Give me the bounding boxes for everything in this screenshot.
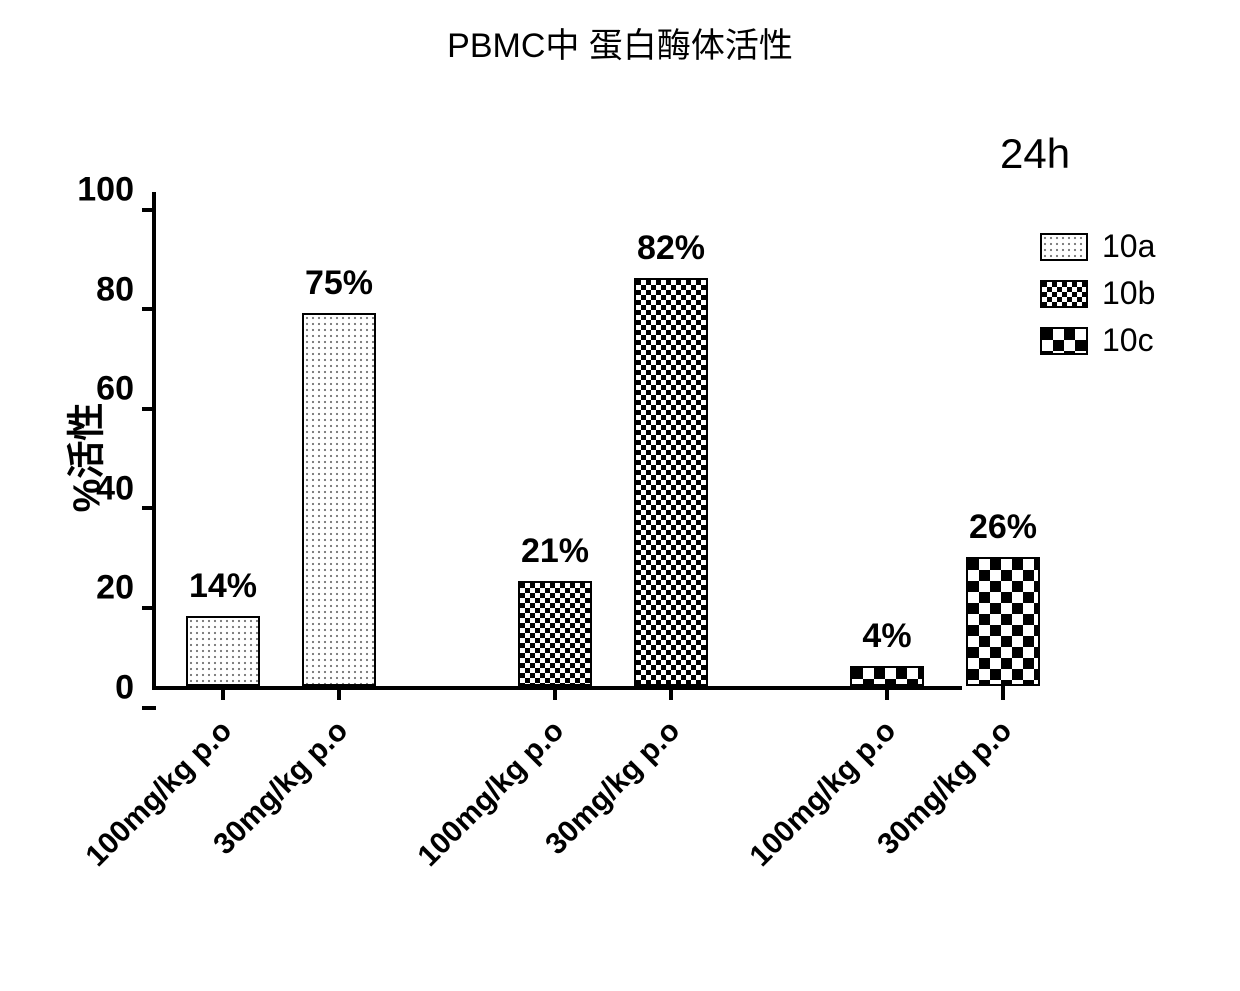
legend: 10a 10b 10c [1040,228,1155,369]
legend-item: 10c [1040,322,1155,359]
x-axis-label: 100mg/kg p.o [879,714,903,738]
x-axis-label: 30mg/kg p.o [663,714,687,738]
bar [518,581,592,686]
y-tick-mark [142,307,156,311]
x-tick-mark [553,686,557,700]
x-tick-mark [885,686,889,700]
legend-label: 10b [1102,275,1155,312]
x-tick-mark [1001,686,1005,700]
x-tick-mark [669,686,673,700]
y-tick-label: 100 [70,171,142,210]
x-axis-label: 30mg/kg p.o [331,714,355,738]
x-axis-label: 30mg/kg p.o [995,714,1019,738]
legend-item: 10a [1040,228,1155,265]
y-tick-label: 0 [70,669,142,708]
bar-value-label: 75% [305,264,373,303]
bar-value-label: 21% [521,532,589,571]
y-tick: 40 [70,489,156,528]
x-axis-label: 100mg/kg p.o [547,714,571,738]
bar [850,666,924,686]
legend-swatch [1040,327,1088,355]
x-tick-mark [337,686,341,700]
chart-title: PBMC中 蛋白酶体活性 [0,18,1240,67]
legend-swatch [1040,280,1088,308]
y-tick-mark [142,208,156,212]
y-tick-label: 40 [70,469,142,508]
bar [186,616,260,686]
legend-swatch [1040,233,1088,261]
y-tick-mark [142,606,156,610]
y-tick: 80 [70,290,156,329]
y-tick-mark [142,407,156,411]
x-axis-label: 100mg/kg p.o [215,714,239,738]
legend-label: 10a [1102,228,1155,265]
time-label: 24h [1000,130,1070,178]
y-tick: 20 [70,588,156,627]
bar [966,557,1040,686]
bar-value-label: 82% [637,229,705,268]
bar [634,278,708,686]
plot-area: 02040608010014%75%21%82%4%26% [152,192,962,690]
y-tick-mark [142,706,156,710]
y-tick: 60 [70,389,156,428]
bar-value-label: 4% [862,617,911,656]
y-tick: 0 [70,688,156,727]
y-tick-mark [142,506,156,510]
legend-item: 10b [1040,275,1155,312]
y-tick-label: 60 [70,370,142,409]
y-tick-label: 20 [70,569,142,608]
bar [302,313,376,687]
bar-value-label: 14% [189,567,257,606]
legend-label: 10c [1102,322,1154,359]
y-tick-label: 80 [70,270,142,309]
bar-value-label: 26% [969,508,1037,547]
y-tick: 100 [70,190,156,229]
x-tick-mark [221,686,225,700]
